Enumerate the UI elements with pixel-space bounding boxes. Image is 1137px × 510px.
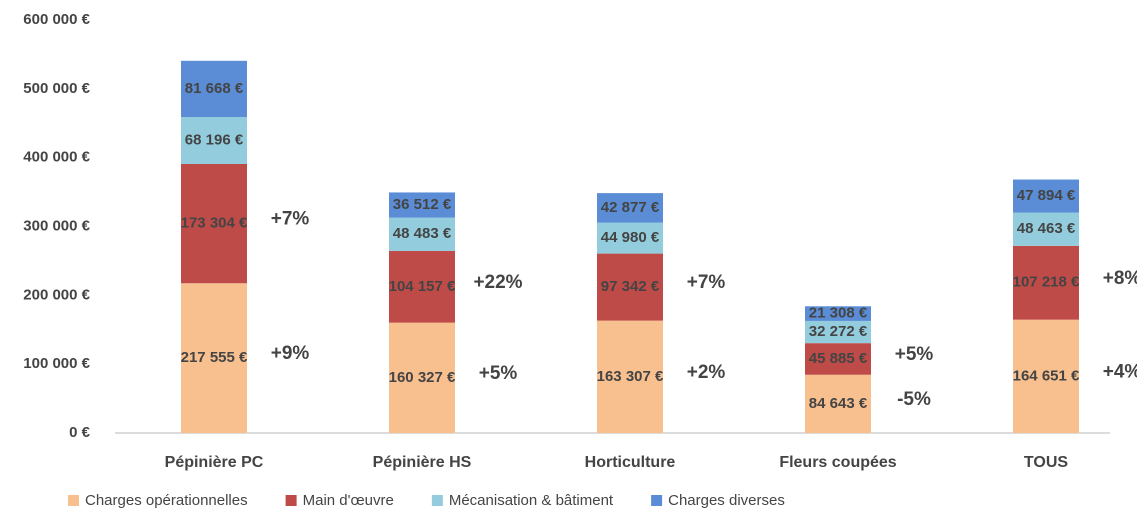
legend-label: Mécanisation & bâtiment xyxy=(449,492,614,509)
change-label: +2% xyxy=(687,362,726,383)
change-label: +4% xyxy=(1103,361,1137,382)
bar-segment xyxy=(597,193,663,223)
legend-swatch xyxy=(431,495,443,506)
bar-segment xyxy=(805,374,871,433)
change-label: +5% xyxy=(479,363,518,384)
x-tick-label: Pépinière PC xyxy=(165,454,264,471)
x-tick-label: Pépinière HS xyxy=(373,454,472,471)
bar-segment xyxy=(1013,245,1079,320)
bar-segment xyxy=(181,283,247,433)
change-label: +5% xyxy=(895,344,934,365)
y-tick-label: 400 000 € xyxy=(23,149,90,166)
data-label: 42 877 € xyxy=(601,199,660,216)
y-tick-label: 0 € xyxy=(69,424,91,441)
x-tick-label: Horticulture xyxy=(585,454,676,471)
y-tick-label: 100 000 € xyxy=(23,355,90,372)
bar-segment xyxy=(389,322,455,433)
bar-segment xyxy=(597,320,663,433)
data-label: 104 157 € xyxy=(389,278,456,295)
change-label: +9% xyxy=(271,343,310,364)
data-label: 36 512 € xyxy=(393,196,452,213)
data-label: 173 304 € xyxy=(181,215,248,232)
data-label: 48 483 € xyxy=(393,225,452,242)
bar-segment xyxy=(805,306,871,321)
y-tick-label: 200 000 € xyxy=(23,286,90,303)
data-label: 32 272 € xyxy=(809,323,868,340)
bar-segment xyxy=(1013,319,1079,433)
data-label: 47 894 € xyxy=(1017,187,1076,204)
legend-label: Main d'œuvre xyxy=(303,492,394,509)
bar-segment xyxy=(389,217,455,251)
bar-segment xyxy=(805,343,871,375)
bar-segment xyxy=(181,117,247,164)
y-tick-label: 300 000 € xyxy=(23,217,90,234)
bar-segment xyxy=(181,60,247,118)
y-tick-label: 600 000 € xyxy=(23,11,90,28)
y-tick-label: 500 000 € xyxy=(23,80,90,97)
bar-segment xyxy=(597,253,663,321)
bar-segment xyxy=(1013,179,1079,213)
bar-segment xyxy=(389,250,455,323)
change-label: +7% xyxy=(687,272,726,293)
data-label: 44 980 € xyxy=(601,229,660,246)
data-label: 160 327 € xyxy=(389,369,456,386)
data-label: 84 643 € xyxy=(809,395,868,412)
change-label: +22% xyxy=(473,272,522,293)
change-label: +7% xyxy=(271,209,310,230)
x-tick-label: Fleurs coupées xyxy=(779,454,896,471)
data-label: 81 668 € xyxy=(185,80,244,97)
data-label: 163 307 € xyxy=(597,368,664,385)
legend-label: Charges diverses xyxy=(668,492,785,509)
bar-segment xyxy=(181,163,247,284)
bar-segment xyxy=(389,192,455,218)
data-label: 48 463 € xyxy=(1017,220,1076,237)
data-label: 45 885 € xyxy=(809,350,868,367)
data-label: 21 308 € xyxy=(809,305,868,322)
data-label: 164 651 € xyxy=(1013,367,1080,384)
data-label: 107 218 € xyxy=(1013,274,1080,291)
bar-segment xyxy=(597,222,663,254)
change-label: -5% xyxy=(897,389,931,410)
legend-label: Charges opérationnelles xyxy=(85,492,248,509)
data-label: 217 555 € xyxy=(181,349,248,366)
x-tick-label: TOUS xyxy=(1024,454,1068,471)
bar-segment xyxy=(1013,212,1079,246)
change-label: +8% xyxy=(1103,268,1137,289)
data-label: 68 196 € xyxy=(185,131,244,148)
legend-swatch xyxy=(68,495,79,506)
legend-swatch xyxy=(651,495,663,506)
legend-swatch xyxy=(285,495,297,506)
data-label: 97 342 € xyxy=(601,278,660,295)
bar-segment xyxy=(805,320,871,344)
